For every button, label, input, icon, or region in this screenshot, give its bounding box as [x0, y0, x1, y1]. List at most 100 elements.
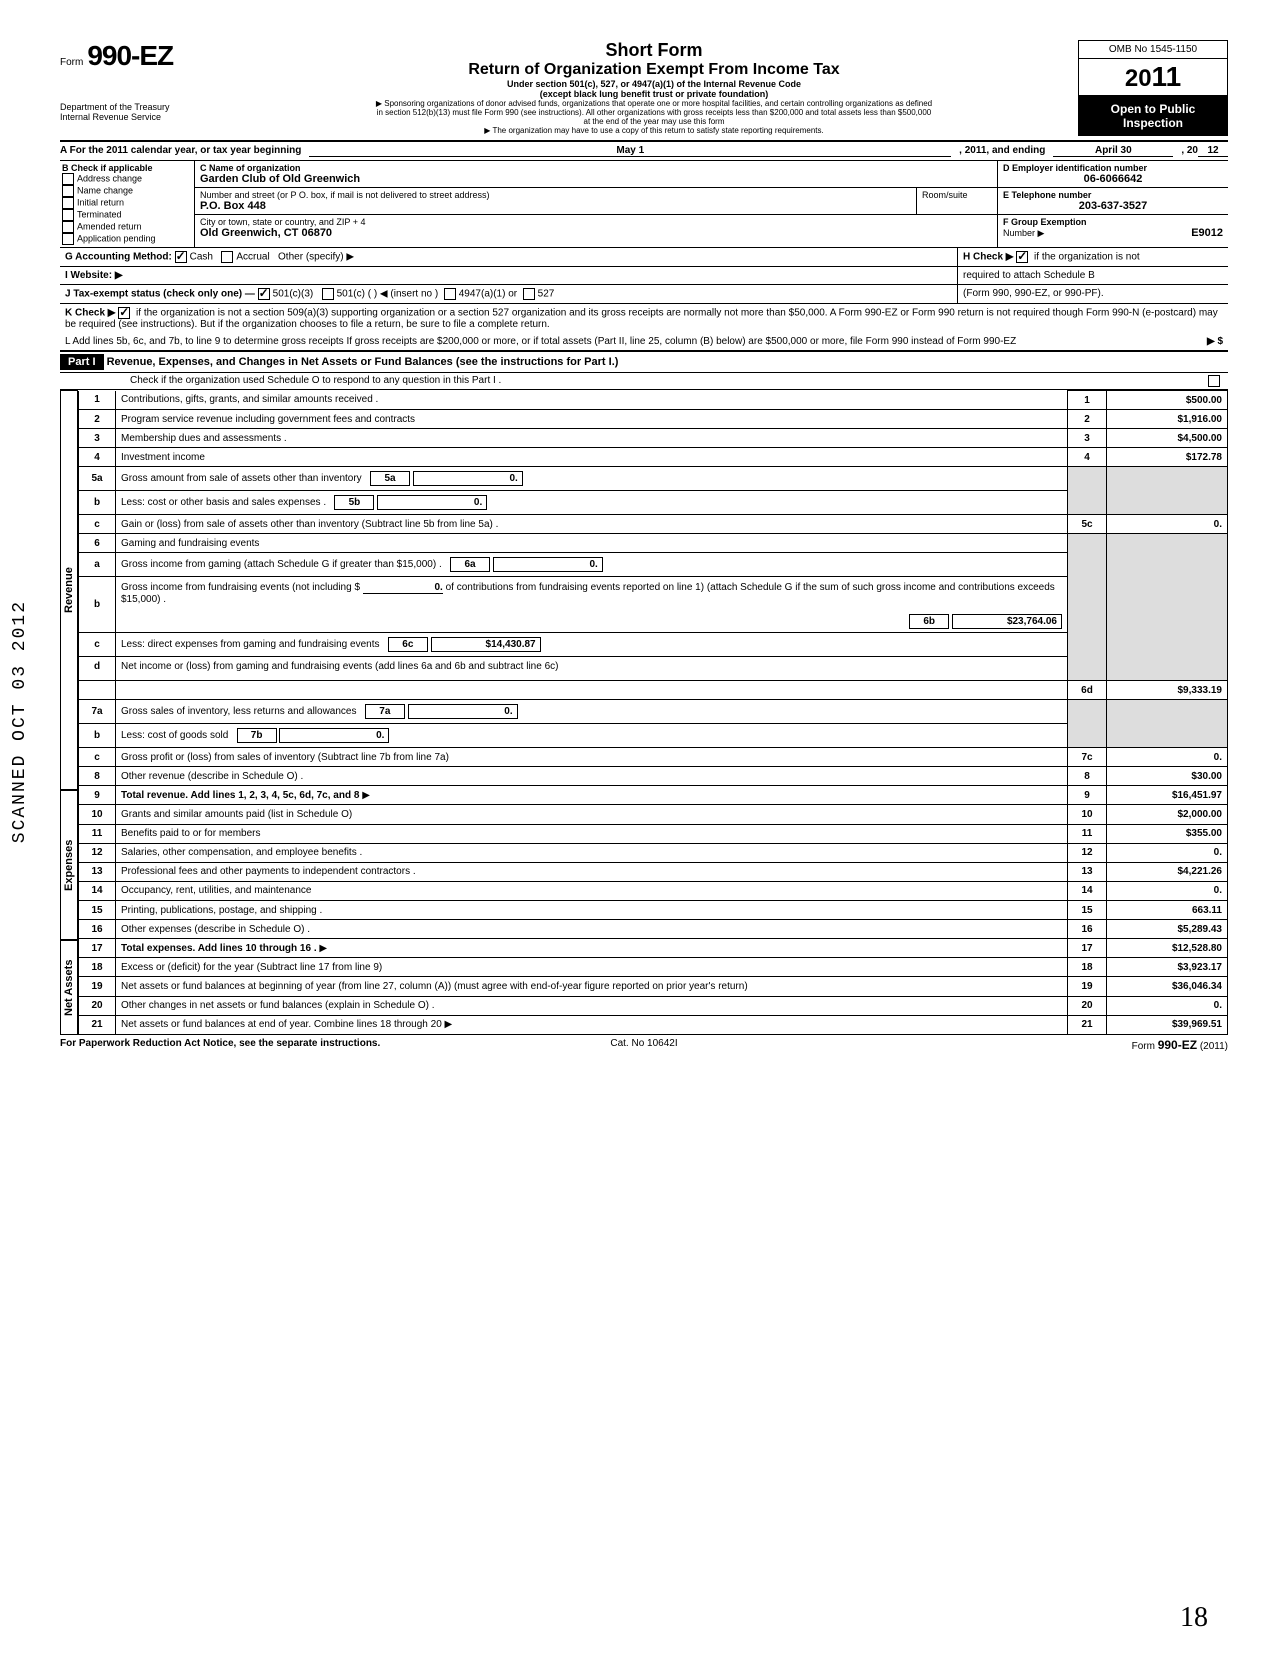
l7b-iv: 0.	[279, 728, 389, 743]
l8-t: Other revenue (describe in Schedule O) .	[121, 771, 303, 782]
g-cash: Cash	[190, 252, 213, 263]
l10-v: $2,000.00	[1107, 805, 1228, 824]
chk-501c[interactable]	[322, 288, 334, 300]
l19-v: $36,046.34	[1107, 977, 1228, 996]
l18-t: Excess or (deficit) for the year (Subtra…	[121, 962, 382, 973]
l6b-iv: $23,764.06	[952, 614, 1062, 629]
b-label: B Check if applicable	[62, 163, 192, 173]
l6a-b: 6a	[450, 557, 490, 572]
l5c-v: 0.	[1107, 515, 1228, 534]
l12-v: 0.	[1107, 843, 1228, 862]
l2-v: $1,916.00	[1107, 410, 1228, 429]
org-address: P.O. Box 448	[200, 200, 911, 212]
omb-number: OMB No 1545-1150	[1078, 40, 1228, 59]
chk-501c3[interactable]	[258, 288, 270, 300]
year-prefix: 20	[1125, 65, 1152, 92]
j-d: 4947(a)(1) or	[459, 289, 517, 300]
b-opt-5: Application pending	[77, 233, 156, 243]
section-expenses: Expenses	[60, 790, 78, 940]
state-note: ▶ The organization may have to use a cop…	[240, 126, 1068, 135]
l7c-t: Gross profit or (loss) from sales of inv…	[121, 752, 449, 763]
chk-cash[interactable]	[175, 251, 187, 263]
l9-t: Total revenue. Add lines 1, 2, 3, 4, 5c,…	[121, 790, 359, 801]
j-label: J Tax-exempt status (check only one) —	[65, 289, 255, 300]
c-label: C Name of organization	[200, 163, 992, 173]
title-line1: Short Form	[240, 40, 1068, 61]
section-revenue: Revenue	[60, 390, 78, 790]
form-number: 990-EZ	[87, 40, 173, 72]
l6b-t: Gross income from fundraising events (no…	[121, 582, 360, 593]
room-label: Room/suite	[916, 188, 997, 214]
handwritten-note: 18	[1180, 1602, 1208, 1634]
year-suffix: 11	[1152, 61, 1182, 92]
l8-v: $30.00	[1107, 767, 1228, 786]
l11-v: $355.00	[1107, 824, 1228, 843]
footer-right: Form 990-EZ (2011)	[678, 1038, 1228, 1052]
title-line2: Return of Organization Exempt From Incom…	[240, 61, 1068, 79]
row-a-yr: , 20	[1181, 145, 1198, 157]
l14-v: 0.	[1107, 881, 1228, 900]
l14-t: Occupancy, rent, utilities, and maintena…	[121, 885, 311, 896]
h-text: if the organization is not	[1034, 252, 1140, 263]
j-b: 501(c) (	[337, 289, 371, 300]
irs: Internal Revenue Service	[60, 112, 230, 122]
g-other: Other (specify) ▶	[278, 252, 354, 263]
g-label: G Accounting Method:	[65, 252, 172, 263]
chk-schedule-o[interactable]	[1208, 375, 1220, 387]
l7b-b: 7b	[237, 728, 277, 743]
l7a-iv: 0.	[408, 704, 518, 719]
chk-name-change[interactable]	[62, 185, 74, 197]
chk-app-pending[interactable]	[62, 233, 74, 245]
org-city: Old Greenwich, CT 06870	[200, 227, 992, 239]
addr-label: Number and street (or P O. box, if mail …	[200, 190, 911, 200]
j-e: 527	[538, 289, 555, 300]
l5b-t: Less: cost or other basis and sales expe…	[121, 497, 326, 508]
l-arrow: ▶ $	[1207, 336, 1223, 347]
chk-accrual[interactable]	[221, 251, 233, 263]
j-a: 501(c)(3)	[273, 289, 314, 300]
chk-4947[interactable]	[444, 288, 456, 300]
l16-v: $5,289.43	[1107, 920, 1228, 939]
l7c-v: 0.	[1107, 748, 1228, 767]
chk-k[interactable]	[118, 307, 130, 319]
ein: 06-6066642	[1003, 173, 1223, 185]
h-req: required to attach Schedule B	[963, 270, 1095, 281]
l6c-b: 6c	[388, 637, 428, 652]
l5a-iv: 0.	[413, 471, 523, 486]
part1-title: Revenue, Expenses, and Changes in Net As…	[107, 356, 619, 368]
l6b-b: 6b	[909, 614, 949, 629]
l5c-t: Gain or (loss) from sale of assets other…	[121, 519, 498, 530]
l17-v: $12,528.80	[1107, 939, 1228, 958]
tax-year-end: April 30	[1053, 145, 1173, 157]
under-section: Under section 501(c), 527, or 4947(a)(1)…	[240, 79, 1068, 89]
l9-v: $16,451.97	[1107, 786, 1228, 805]
d-label: D Employer identification number	[1003, 163, 1223, 173]
chk-amended[interactable]	[62, 221, 74, 233]
chk-terminated[interactable]	[62, 209, 74, 221]
phone: 203-637-3527	[1003, 200, 1223, 212]
l7a-b: 7a	[365, 704, 405, 719]
chk-527[interactable]	[523, 288, 535, 300]
g-accrual: Accrual	[236, 252, 269, 263]
part1-check-text: Check if the organization used Schedule …	[130, 375, 1208, 387]
l21-v: $39,969.51	[1107, 1015, 1228, 1034]
e-label: E Telephone number	[1003, 190, 1223, 200]
l6d-t: Net income or (loss) from gaming and fun…	[121, 661, 558, 672]
l6c-t: Less: direct expenses from gaming and fu…	[121, 639, 379, 650]
l5a-t: Gross amount from sale of assets other t…	[121, 473, 362, 484]
h-label: H Check ▶	[963, 252, 1013, 263]
chk-initial-return[interactable]	[62, 197, 74, 209]
dept: Department of the Treasury	[60, 102, 230, 112]
k-text: if the organization is not a section 509…	[65, 308, 1218, 330]
h-form-note: (Form 990, 990-EZ, or 990-PF).	[963, 288, 1104, 299]
l17-t: Total expenses. Add lines 10 through 16 …	[121, 943, 317, 954]
part1-bar: Part I	[60, 354, 104, 370]
part1-table: 1Contributions, gifts, grants, and simil…	[78, 390, 1228, 1035]
row-a-mid: , 2011, and ending	[959, 145, 1045, 157]
l18-v: $3,923.17	[1107, 958, 1228, 977]
chk-address-change[interactable]	[62, 173, 74, 185]
row-a-label: A For the 2011 calendar year, or tax yea…	[60, 145, 301, 157]
l5b-iv: 0.	[377, 495, 487, 510]
chk-schedule-b[interactable]	[1016, 251, 1028, 263]
f-label: F Group Exemption	[1003, 217, 1223, 227]
